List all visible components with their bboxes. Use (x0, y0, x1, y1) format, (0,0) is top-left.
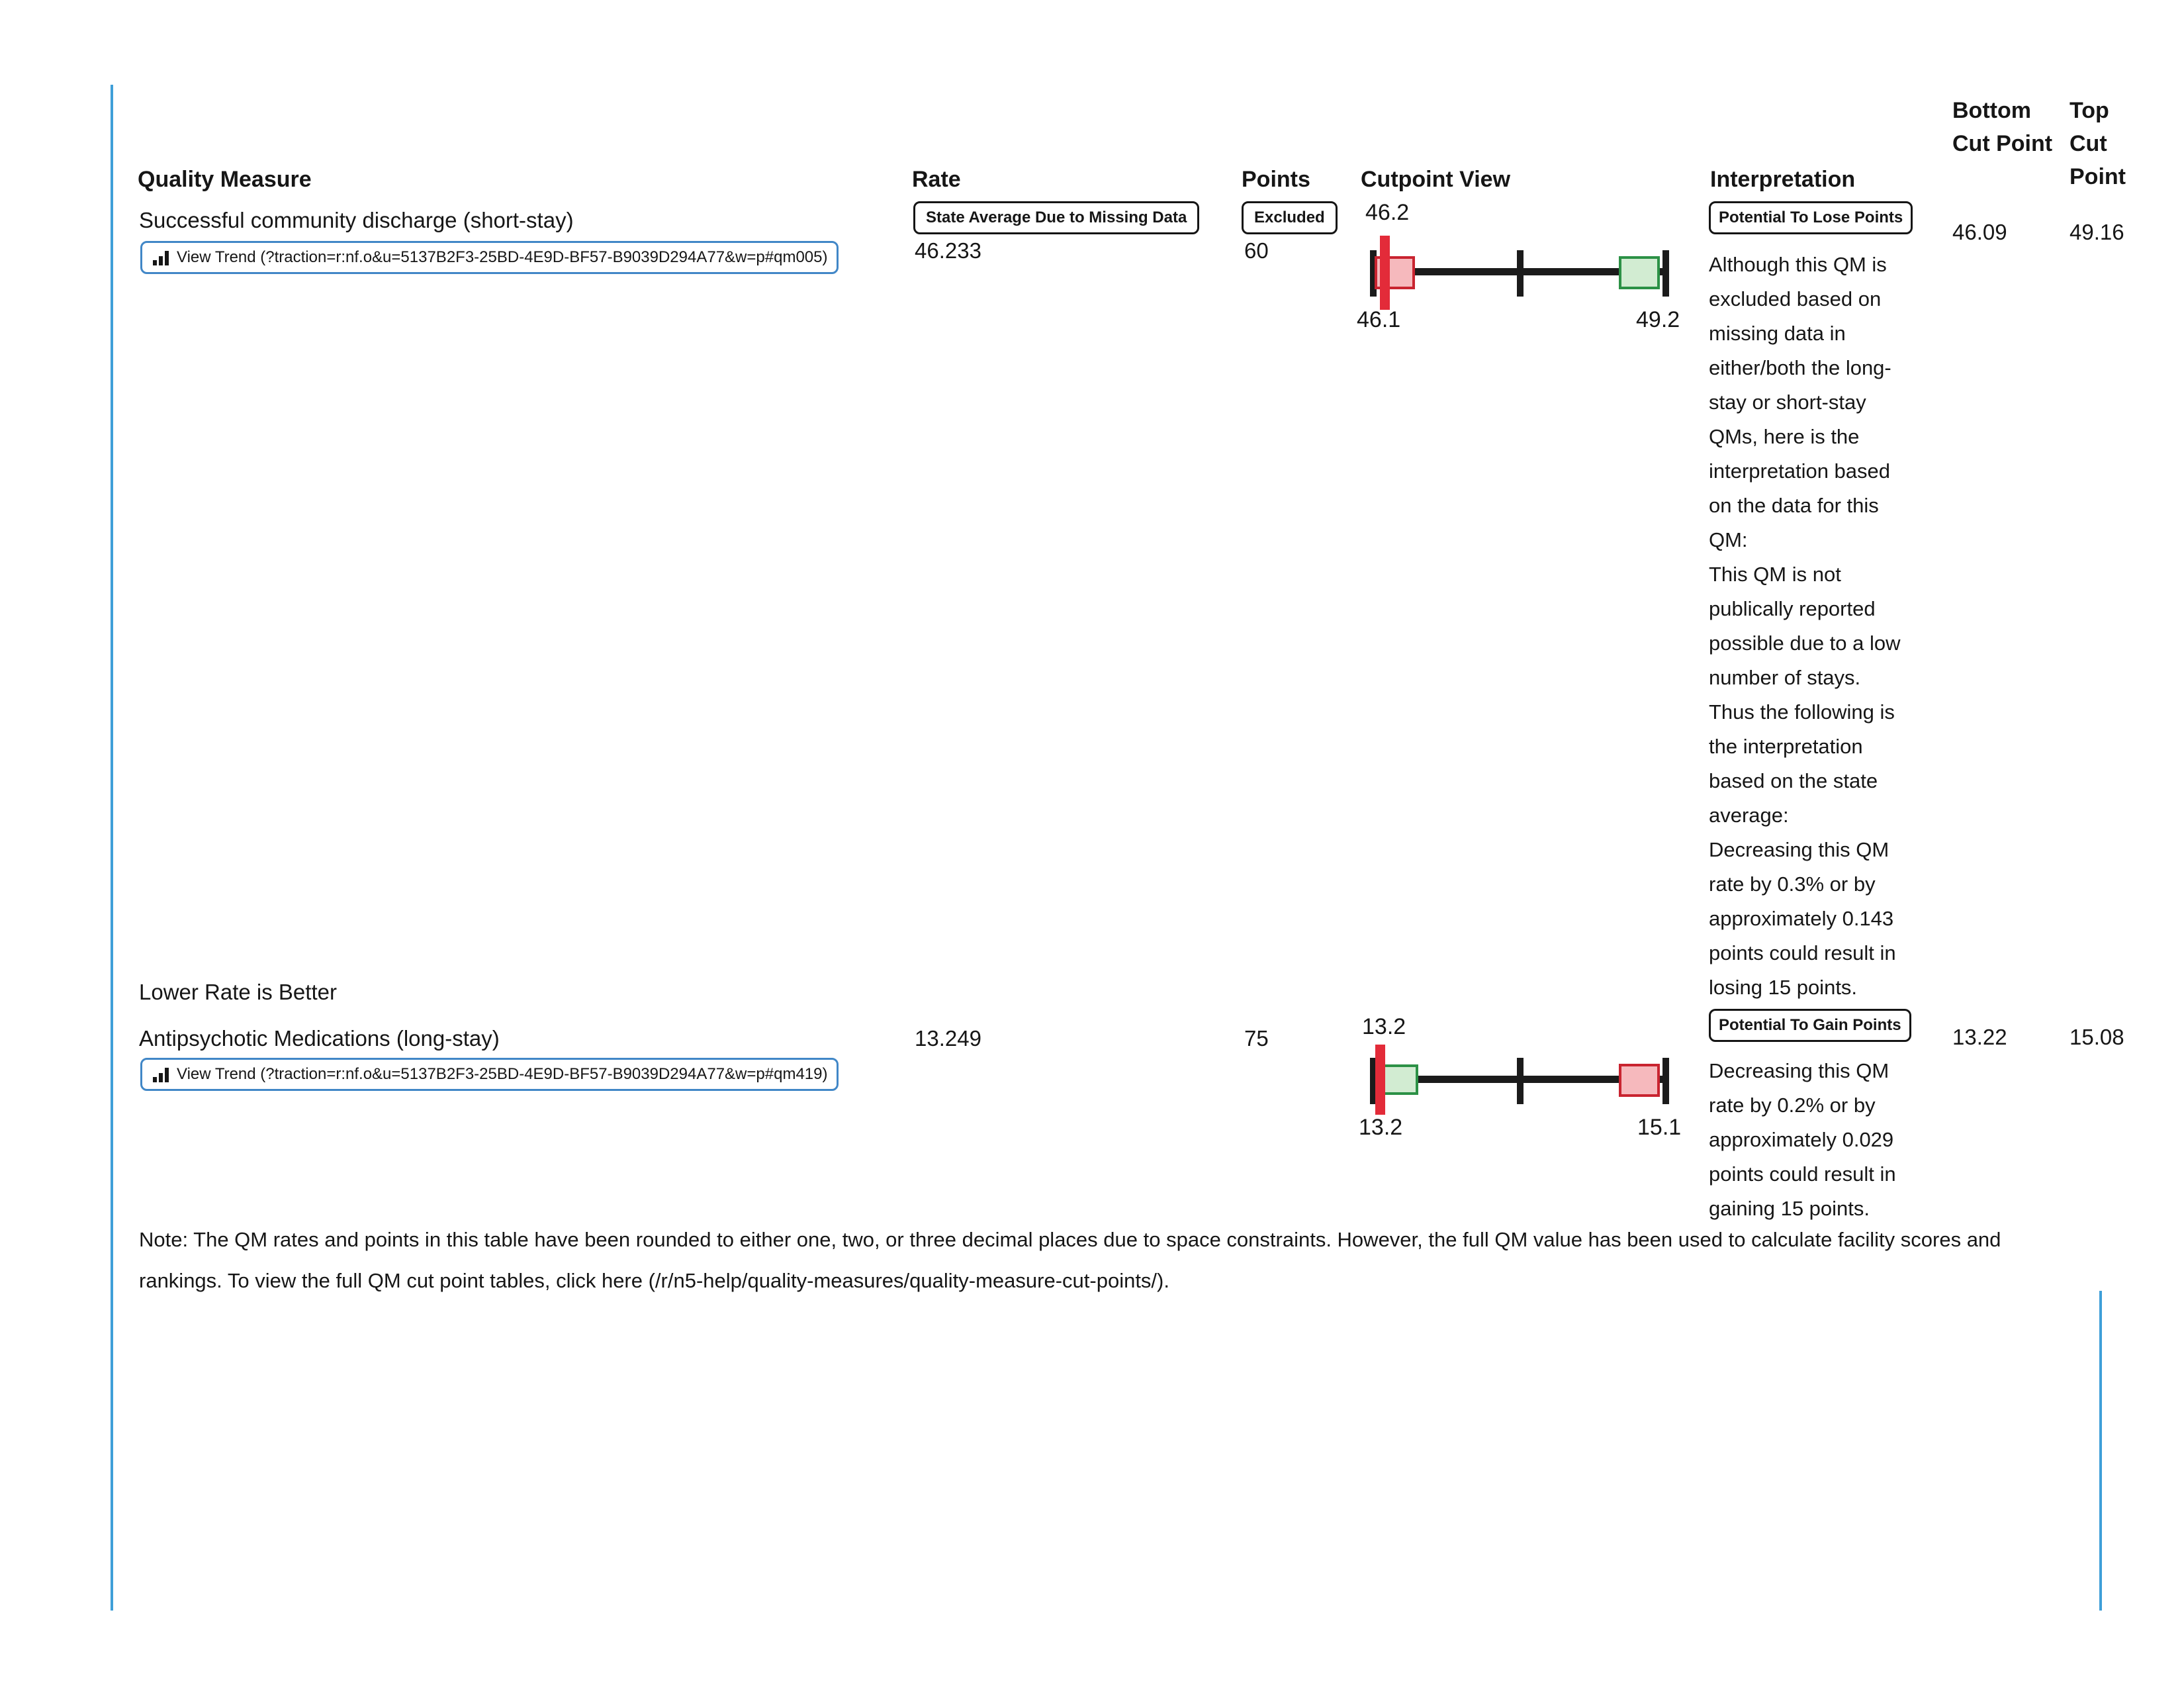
interpretation-paragraph: This QM is not publically reported possi… (1709, 563, 1901, 689)
rate-value: 13.249 (915, 1026, 981, 1051)
section-label-lower-rate-is-better: Lower Rate is Better (139, 980, 337, 1004)
top-cut-point-value: 49.16 (2070, 220, 2124, 244)
interpretation-text: Although this QM is excluded based on mi… (1709, 248, 1915, 1005)
cutpoint-current-value-label: 13.2 (1362, 1014, 1406, 1039)
cutpoint-current-marker (1375, 1045, 1385, 1115)
interpretation-paragraph: Thus the following is the interpretation… (1709, 700, 1895, 827)
cutpoint-whisker (1370, 1076, 1669, 1083)
left-scan-line (111, 85, 113, 1611)
bottom-cut-point-value: 46.09 (1952, 220, 2007, 244)
view-trend-label: View Trend (?traction=r:nf.o&u=5137B2F3-… (177, 248, 828, 266)
cutpoint-high-box-green (1619, 256, 1660, 289)
interpretation-badge: Potential To Gain Points (1709, 1009, 1911, 1042)
view-trend-button[interactable]: View Trend (?traction=r:nf.o&u=5137B2F3-… (140, 241, 839, 274)
column-header-quality-measure: Quality Measure (138, 167, 312, 192)
bar-chart-icon (152, 1065, 170, 1084)
cutpoint-whisker (1370, 268, 1669, 275)
qm-row-measure-name: Successful community discharge (short-st… (139, 208, 574, 232)
view-trend-label: View Trend (?traction=r:nf.o&u=5137B2F3-… (177, 1065, 828, 1083)
column-header-top-cut-point: Top Cut Point (2070, 98, 2126, 189)
qm-row-measure-name: Antipsychotic Medications (long-stay) (139, 1026, 500, 1051)
cutpoint-top-cut-label: 49.2 (1636, 307, 1680, 332)
bar-chart-icon (152, 248, 170, 267)
interpretation-paragraph: Although this QM is excluded based on mi… (1709, 253, 1891, 551)
points-status-badge: Excluded (1242, 201, 1338, 234)
bottom-cut-point-value: 13.22 (1952, 1025, 2007, 1049)
interpretation-paragraph: Decreasing this QM rate by 0.2% or by ap… (1709, 1059, 1896, 1220)
cutpoint-current-value-label: 46.2 (1365, 200, 1410, 225)
rate-status-badge: State Average Due to Missing Data (913, 201, 1200, 234)
cutpoint-current-marker (1380, 236, 1390, 310)
interpretation-badge: Potential To Lose Points (1709, 201, 1913, 234)
cutpoint-bottom-cut-label: 13.2 (1359, 1115, 1403, 1140)
right-scan-line (2099, 1291, 2102, 1611)
points-value: 60 (1244, 238, 1269, 263)
column-header-rate: Rate (912, 167, 961, 192)
column-header-points: Points (1242, 167, 1310, 192)
interpretation-text: Decreasing this QM rate by 0.2% or by ap… (1709, 1054, 1915, 1226)
column-header-cutpoint-view: Cutpoint View (1361, 167, 1511, 192)
column-header-bottom-cut-point: Bottom Cut Point (1952, 98, 2053, 156)
rate-value: 46.233 (915, 238, 981, 263)
cutpoint-chart: 46.2 46.1 49.2 (1353, 199, 1684, 341)
cutpoint-low-box-green (1380, 1064, 1418, 1095)
interpretation-paragraph: Decreasing this QM rate by 0.3% or by ap… (1709, 838, 1896, 999)
cutpoint-high-box-red (1619, 1064, 1660, 1097)
cutpoint-chart: 13.2 13.2 15.1 (1353, 1006, 1684, 1149)
view-trend-button[interactable]: View Trend (?traction=r:nf.o&u=5137B2F3-… (140, 1058, 839, 1091)
points-value: 75 (1244, 1026, 1269, 1051)
table-footnote: Note: The QM rates and points in this ta… (139, 1228, 2001, 1292)
cutpoint-bottom-cut-label: 46.1 (1357, 307, 1401, 332)
cutpoint-top-cut-label: 15.1 (1637, 1115, 1682, 1140)
top-cut-point-value: 15.08 (2070, 1025, 2124, 1049)
column-header-interpretation: Interpretation (1710, 167, 1856, 192)
